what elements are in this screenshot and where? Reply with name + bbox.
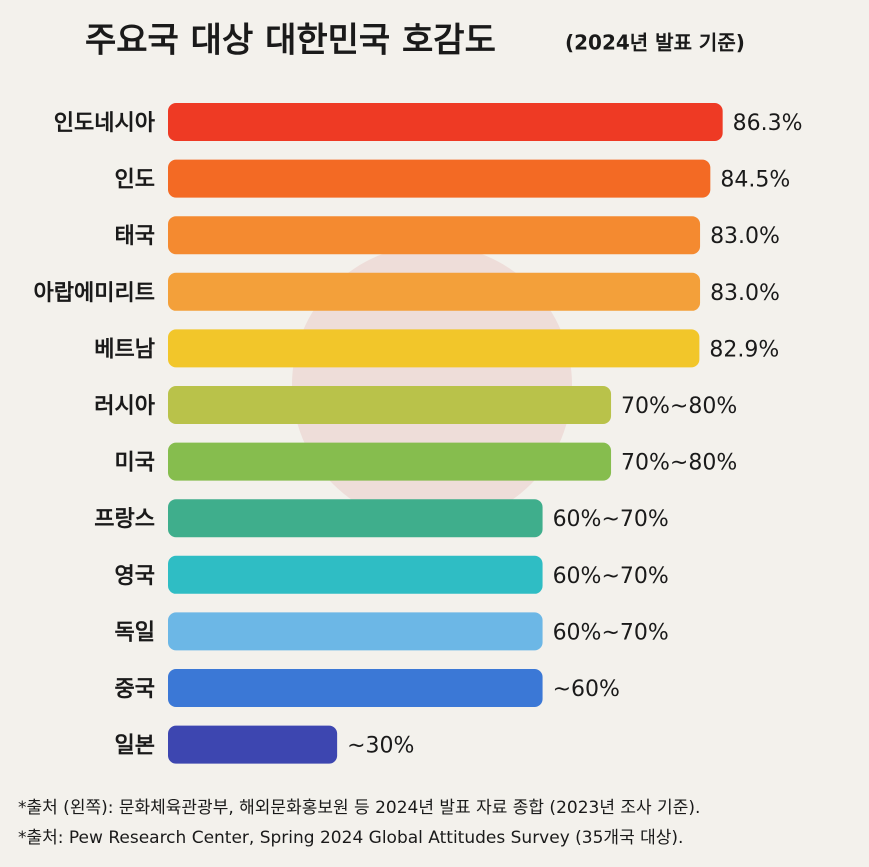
bar [168, 499, 543, 538]
value-label: 60%~70% [553, 620, 669, 645]
value-label: 83.0% [710, 281, 780, 306]
value-label: 83.0% [710, 224, 780, 249]
bar [168, 272, 701, 311]
value-label: 82.9% [709, 337, 779, 362]
category-label: 일본 [115, 734, 155, 759]
value-label: ~60% [553, 677, 620, 702]
value-label: 70%~80% [621, 451, 737, 476]
bar [168, 669, 543, 707]
category-label: 인도 [115, 168, 155, 193]
bar [168, 216, 701, 255]
category-label: 중국 [115, 677, 155, 702]
footnote: *출처 (왼쪽): 문화체육관광부, 해외문화홍보원 등 2024년 발표 자료… [18, 798, 700, 818]
chart-subtitle: (2024년 발표 기준) [565, 31, 745, 55]
category-label: 미국 [115, 451, 155, 476]
bar [168, 555, 543, 594]
category-label: 영국 [115, 564, 155, 589]
footnote: *출처: Pew Research Center, Spring 2024 Gl… [18, 828, 683, 848]
category-label: 러시아 [94, 394, 155, 419]
bar [168, 612, 543, 651]
value-label: ~30% [347, 734, 414, 759]
bar [168, 159, 711, 198]
value-label: 70%~80% [621, 394, 737, 419]
category-label: 독일 [115, 620, 155, 645]
category-label: 베트남 [94, 337, 155, 362]
value-label: 60%~70% [553, 507, 669, 532]
category-label: 인도네시아 [54, 111, 156, 136]
value-label: 60%~70% [553, 564, 669, 589]
bar [168, 386, 612, 424]
bar [168, 329, 700, 368]
bar [168, 442, 612, 481]
bar [168, 103, 723, 141]
category-label: 태국 [115, 224, 155, 249]
chart-title: 주요국 대상 대한민국 호감도 [85, 21, 496, 61]
bar [168, 725, 338, 764]
category-label: 프랑스 [94, 507, 155, 532]
category-label: 아랍에미리트 [34, 281, 155, 306]
value-label: 84.5% [720, 168, 790, 193]
value-label: 86.3% [733, 111, 803, 136]
